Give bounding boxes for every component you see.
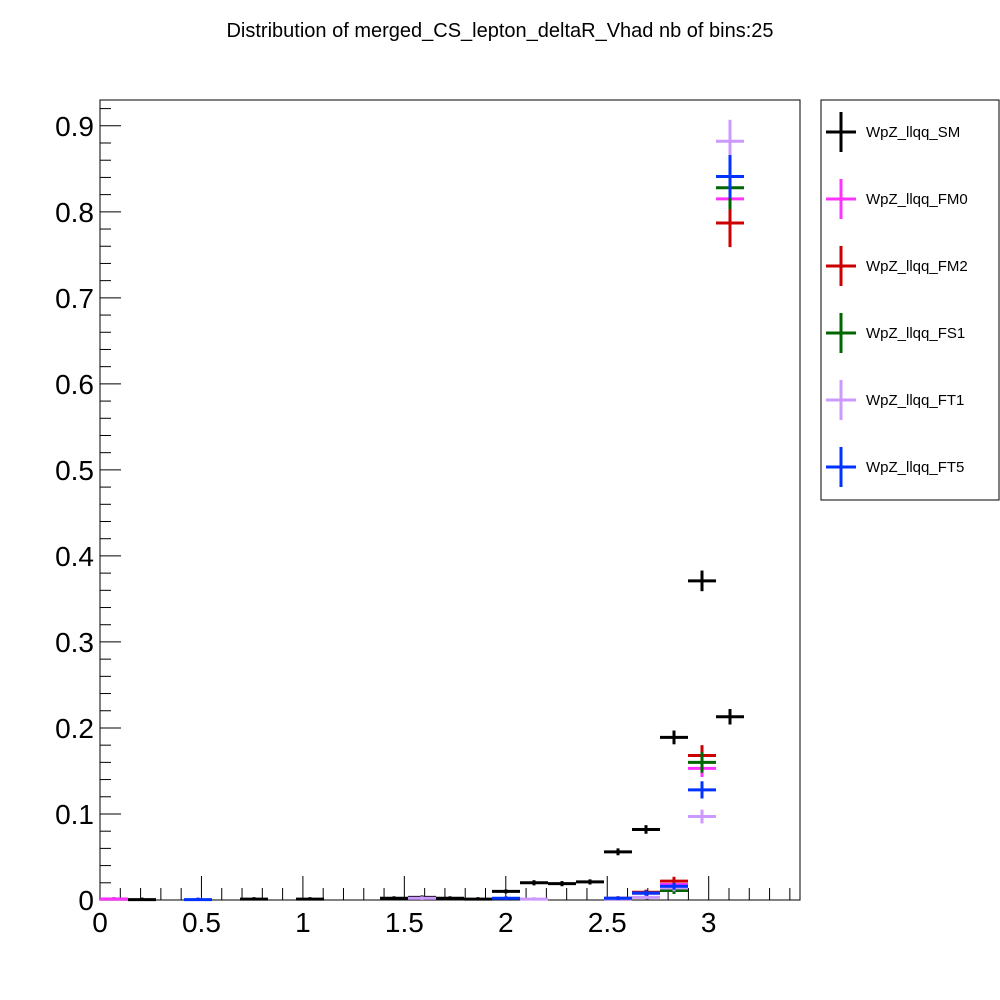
data-point bbox=[240, 897, 268, 901]
legend-label: WpZ_llqq_FS1 bbox=[866, 325, 965, 342]
y-tick-label: 0.8 bbox=[55, 197, 94, 228]
legend: WpZ_llqq_SM WpZ_llqq_FM0 WpZ_llqq_FM2 WpZ_l… bbox=[820, 99, 1000, 501]
x-tick-label: 2.5 bbox=[588, 907, 627, 938]
series-WpZ_llqq_FM2 bbox=[604, 198, 744, 900]
x-tick-label: 0.5 bbox=[182, 907, 221, 938]
series-WpZ_llqq_FT5 bbox=[184, 155, 744, 902]
data-point bbox=[576, 879, 604, 885]
series-WpZ_llqq_FM0 bbox=[100, 181, 744, 901]
data-point bbox=[688, 752, 716, 773]
data-point bbox=[604, 848, 632, 856]
data-point bbox=[660, 730, 688, 745]
y-tick-label: 0.2 bbox=[55, 713, 94, 744]
data-point bbox=[604, 896, 632, 900]
data-marks bbox=[100, 119, 744, 902]
legend-label: WpZ_llqq_FT5 bbox=[866, 459, 964, 476]
x-tick-label: 3 bbox=[701, 907, 717, 938]
y-tick-label: 0.6 bbox=[55, 369, 94, 400]
data-point bbox=[660, 882, 688, 890]
chart-title: Distribution of merged_CS_lepton_deltaR_… bbox=[226, 20, 774, 42]
data-point bbox=[548, 881, 576, 887]
data-point bbox=[716, 709, 744, 725]
data-point bbox=[688, 809, 716, 824]
legend-label: WpZ_llqq_FT1 bbox=[866, 392, 964, 409]
y-tick-label: 0.1 bbox=[55, 799, 94, 830]
data-point bbox=[716, 155, 744, 199]
series-WpZ_llqq_FT1 bbox=[408, 119, 744, 901]
legend-entry: WpZ_llqq_FS1 bbox=[826, 313, 965, 353]
data-point bbox=[520, 880, 548, 886]
legend-entry: WpZ_llqq_SM bbox=[826, 112, 960, 152]
series-WpZ_llqq_FS1 bbox=[604, 166, 744, 901]
series-WpZ_llqq_SM bbox=[100, 570, 744, 902]
y-tick-label: 0.3 bbox=[55, 627, 94, 658]
legend-label: WpZ_llqq_FM2 bbox=[866, 258, 968, 275]
x-tick-label: 0 bbox=[92, 907, 108, 938]
y-tick-label: 0 bbox=[78, 885, 94, 916]
legend-label: WpZ_llqq_SM bbox=[866, 124, 960, 141]
x-tick-label: 2 bbox=[498, 907, 514, 938]
y-tick-labels: 0 0.1 0.2 0.3 0.4 0.5 0.6 0.7 0.8 0.9 bbox=[55, 111, 94, 916]
data-point bbox=[296, 897, 324, 901]
data-point bbox=[492, 889, 520, 894]
data-point bbox=[380, 896, 408, 900]
legend-entry: WpZ_llqq_FM2 bbox=[826, 246, 968, 286]
data-point bbox=[688, 570, 716, 592]
data-point bbox=[128, 897, 156, 902]
plot-frame bbox=[99, 99, 801, 901]
legend-entry: WpZ_llqq_FT5 bbox=[826, 447, 964, 487]
y-tick-label: 0.9 bbox=[55, 111, 94, 142]
data-point bbox=[100, 897, 128, 901]
data-point bbox=[632, 895, 660, 900]
data-point bbox=[492, 896, 520, 900]
data-point bbox=[632, 890, 660, 896]
legend-frame bbox=[820, 99, 1000, 501]
y-tick-label: 0.5 bbox=[55, 455, 94, 486]
x-tick-label: 1.5 bbox=[385, 907, 424, 938]
data-point bbox=[408, 896, 436, 900]
legend-entry: WpZ_llqq_FM0 bbox=[826, 179, 968, 219]
axis-ticks bbox=[99, 108, 791, 901]
x-tick-label: 1 bbox=[295, 907, 311, 938]
data-point bbox=[184, 897, 212, 902]
data-point bbox=[632, 825, 660, 834]
legend-entry: WpZ_llqq_FT1 bbox=[826, 380, 964, 420]
data-point bbox=[520, 897, 548, 901]
y-tick-label: 0.7 bbox=[55, 283, 94, 314]
legend-label: WpZ_llqq_FM0 bbox=[866, 191, 968, 208]
x-tick-labels: 0 0.5 1 1.5 2 2.5 3 bbox=[92, 907, 716, 938]
data-point bbox=[464, 897, 492, 901]
data-point bbox=[688, 781, 716, 799]
data-point bbox=[436, 896, 464, 900]
y-tick-label: 0.4 bbox=[55, 541, 94, 572]
